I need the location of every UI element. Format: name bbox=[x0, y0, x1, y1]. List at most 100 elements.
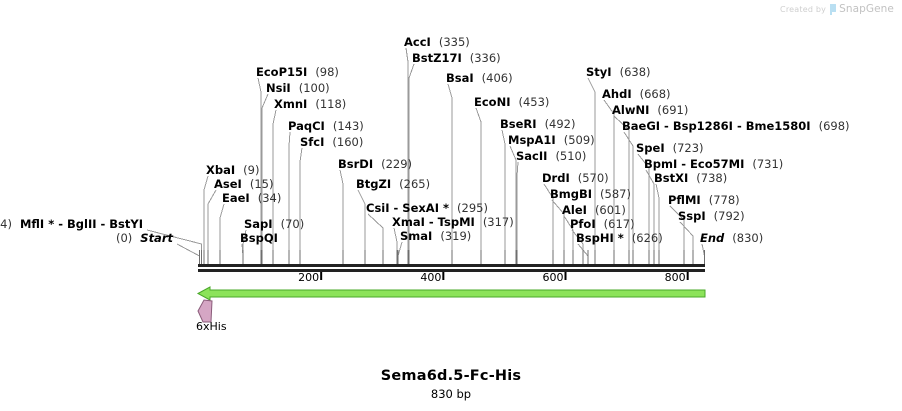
enzyme-name: AlwNI bbox=[612, 103, 650, 117]
site-position: (34) bbox=[257, 191, 282, 205]
axis-tick bbox=[442, 272, 445, 280]
restriction-site-label[interactable]: StyI (638) bbox=[586, 66, 651, 78]
restriction-site-label[interactable]: DrdI (570) bbox=[542, 172, 609, 184]
enzyme-name: TspMI bbox=[437, 215, 475, 229]
restriction-site-label[interactable]: AseI (15) bbox=[214, 178, 273, 190]
restriction-site-label[interactable]: AccI (335) bbox=[404, 36, 470, 48]
restriction-site-label[interactable]: BspQI bbox=[240, 232, 278, 244]
site-position: (587) bbox=[600, 187, 631, 201]
site-position: (98) bbox=[315, 65, 339, 79]
enzyme-name: SacII bbox=[516, 149, 548, 163]
site-position: (453) bbox=[518, 95, 550, 109]
site-position: (698) bbox=[818, 119, 850, 133]
site-position: (723) bbox=[672, 141, 704, 155]
restriction-site-label[interactable]: EaeI (34) bbox=[222, 192, 281, 204]
site-leader-line bbox=[408, 63, 415, 262]
restriction-site-label[interactable]: BmgBI (587) bbox=[550, 188, 631, 200]
site-position: (731) bbox=[752, 157, 784, 171]
restriction-site-label[interactable]: AlwNI (691) bbox=[612, 104, 688, 116]
feature-cds-arrow[interactable] bbox=[196, 286, 706, 301]
restriction-site-label[interactable]: BtgZI (265) bbox=[356, 178, 430, 190]
site-separator: - bbox=[677, 157, 691, 171]
restriction-site-label[interactable]: SfcI (160) bbox=[300, 136, 363, 148]
site-position: (160) bbox=[332, 135, 364, 149]
site-position: (617) bbox=[603, 217, 635, 231]
restriction-site-label[interactable]: BpmI - Eco57MI (731) bbox=[644, 158, 783, 170]
restriction-site-label[interactable]: BstXI (738) bbox=[654, 172, 727, 184]
enzyme-name: BspHI * bbox=[576, 231, 624, 245]
site-leader-line bbox=[551, 199, 565, 262]
restriction-site-label[interactable]: PflMI (778) bbox=[668, 194, 740, 206]
sequence-length-label: 830 bp bbox=[430, 387, 472, 401]
site-leader-line bbox=[288, 131, 291, 262]
restriction-site-label[interactable]: End (830) bbox=[700, 232, 763, 244]
restriction-site-label[interactable]: SacII (510) bbox=[516, 150, 586, 162]
restriction-site-label[interactable]: AhdI (668) bbox=[602, 88, 671, 100]
restriction-site-label[interactable]: PfoI (617) bbox=[570, 218, 635, 230]
enzyme-name: EaeI bbox=[222, 191, 250, 205]
watermark-brand-label: SnapGene bbox=[839, 3, 894, 15]
restriction-site-label[interactable]: EcoP15I (98) bbox=[256, 66, 339, 78]
restriction-site-label[interactable]: BsrDI (229) bbox=[338, 158, 412, 170]
site-leader-line bbox=[339, 169, 344, 262]
feature-6xhis-arrow[interactable] bbox=[197, 299, 213, 323]
restriction-site-label[interactable]: BseRI (492) bbox=[500, 118, 576, 130]
restriction-site-label[interactable]: MspA1I (509) bbox=[508, 134, 595, 146]
restriction-site-label[interactable]: NsiI (100) bbox=[266, 82, 330, 94]
site-position: (229) bbox=[381, 157, 413, 171]
restriction-site-label[interactable]: XmaI - TspMI (317) bbox=[392, 216, 514, 228]
restriction-site-label[interactable]: SspI (792) bbox=[678, 210, 745, 222]
axis-tick bbox=[686, 272, 689, 280]
enzyme-name: DrdI bbox=[542, 171, 570, 185]
axis-tick-label: 200 bbox=[298, 271, 320, 284]
site-leader-line bbox=[655, 183, 660, 262]
restriction-site-label[interactable]: EcoNI (453) bbox=[474, 96, 549, 108]
site-leader-line bbox=[405, 47, 409, 262]
restriction-site-label[interactable]: XbaI (9) bbox=[206, 164, 259, 176]
enzyme-name: BseRI bbox=[500, 117, 537, 131]
enzyme-name: BsrDI bbox=[338, 157, 374, 171]
site-position: (70) bbox=[280, 217, 305, 231]
enzyme-name: AccI bbox=[404, 35, 431, 49]
enzyme-name: PfoI bbox=[570, 217, 596, 231]
restriction-site-label[interactable]: SpeI (723) bbox=[636, 142, 704, 154]
site-position: (265) bbox=[399, 177, 431, 191]
enzyme-name: BglII bbox=[67, 217, 97, 231]
enzyme-name: MspA1I bbox=[508, 133, 556, 147]
site-leader-line bbox=[203, 175, 209, 262]
restriction-site-label[interactable]: PaqCI (143) bbox=[288, 120, 364, 132]
restriction-site-label[interactable]: AleI (601) bbox=[562, 204, 626, 216]
site-leader-line bbox=[613, 115, 630, 262]
restriction-site-label[interactable]: BspHI * (626) bbox=[576, 232, 663, 244]
site-position: (317) bbox=[482, 215, 514, 229]
site-leader-line bbox=[257, 77, 262, 262]
restriction-site-label[interactable]: (4) MflI * - BglII - BstYI bbox=[0, 218, 143, 230]
enzyme-name: BstXI bbox=[654, 171, 689, 185]
site-position: (792) bbox=[713, 209, 745, 223]
enzyme-name: CsiI bbox=[366, 201, 390, 215]
enzyme-name: Eco57MI bbox=[690, 157, 745, 171]
restriction-site-label[interactable]: CsiI - SexAI * (295) bbox=[366, 202, 488, 214]
site-position: (492) bbox=[544, 117, 576, 131]
restriction-site-label[interactable]: SmaI (319) bbox=[400, 230, 471, 242]
restriction-site-label[interactable]: BaeGI - Bsp1286I - Bme1580I (698) bbox=[622, 120, 850, 132]
site-position: (626) bbox=[631, 231, 663, 245]
site-leader-line bbox=[637, 153, 650, 262]
site-position: (778) bbox=[708, 193, 740, 207]
enzyme-name: XbaI bbox=[206, 163, 236, 177]
site-position: (830) bbox=[732, 231, 764, 245]
restriction-site-label[interactable]: SapI (70) bbox=[244, 218, 304, 230]
site-separator: - bbox=[96, 217, 110, 231]
enzyme-name: EcoP15I bbox=[256, 65, 308, 79]
leader-lines bbox=[146, 47, 705, 262]
site-position: (319) bbox=[440, 229, 472, 243]
restriction-site-label[interactable]: BsaI (406) bbox=[446, 72, 513, 84]
enzyme-name: BtgZI bbox=[356, 177, 392, 191]
site-leader-line bbox=[603, 99, 615, 262]
site-leader-line bbox=[272, 109, 277, 262]
site-position: (509) bbox=[563, 133, 595, 147]
restriction-site-label[interactable]: XmnI (118) bbox=[274, 98, 346, 110]
restriction-site-label[interactable]: (0) Start bbox=[116, 232, 173, 244]
enzyme-name: BstZ17I bbox=[412, 51, 462, 65]
restriction-site-label[interactable]: BstZ17I (336) bbox=[412, 52, 501, 64]
